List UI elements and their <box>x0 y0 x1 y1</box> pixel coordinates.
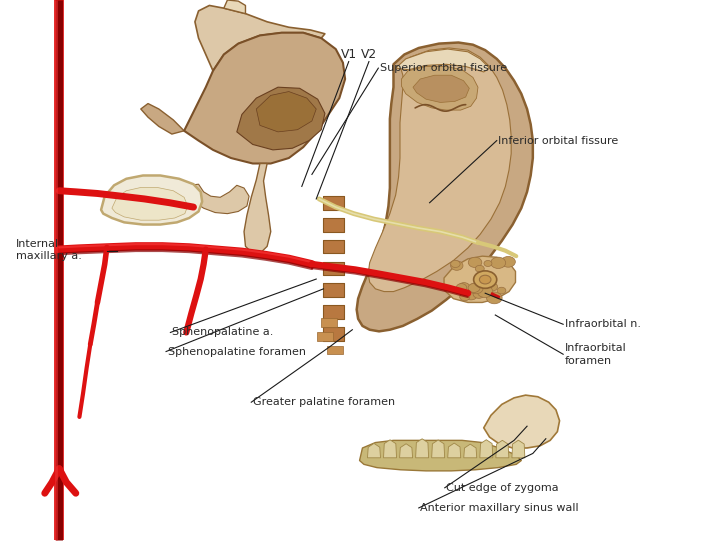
Circle shape <box>479 275 491 284</box>
Polygon shape <box>383 440 396 458</box>
Circle shape <box>451 261 463 270</box>
Polygon shape <box>184 184 249 214</box>
Polygon shape <box>357 43 533 331</box>
Circle shape <box>469 257 482 268</box>
Text: Sphenopalatine a.: Sphenopalatine a. <box>172 328 273 337</box>
Polygon shape <box>256 92 316 132</box>
Bar <box>323 327 344 341</box>
Circle shape <box>484 289 492 296</box>
Polygon shape <box>237 87 325 150</box>
Circle shape <box>474 271 497 288</box>
Circle shape <box>486 282 497 291</box>
Bar <box>317 332 333 341</box>
Polygon shape <box>244 164 271 253</box>
Text: Inferior orbital fissure: Inferior orbital fissure <box>498 136 619 146</box>
Circle shape <box>479 273 487 279</box>
Polygon shape <box>360 440 521 471</box>
Text: V2: V2 <box>361 48 377 61</box>
Polygon shape <box>224 0 245 14</box>
Text: maxillary a.: maxillary a. <box>16 251 82 261</box>
Bar <box>323 240 344 253</box>
Circle shape <box>497 287 506 294</box>
Polygon shape <box>112 187 188 220</box>
Circle shape <box>464 290 477 300</box>
Circle shape <box>451 261 460 268</box>
Circle shape <box>477 286 493 298</box>
Text: Infraorbital n.: Infraorbital n. <box>565 319 640 329</box>
Polygon shape <box>101 175 202 225</box>
Circle shape <box>456 283 466 292</box>
Polygon shape <box>413 75 469 102</box>
Text: Anterior maxillary sinus wall: Anterior maxillary sinus wall <box>420 503 579 513</box>
Polygon shape <box>444 256 516 302</box>
Text: foramen: foramen <box>565 356 612 366</box>
Polygon shape <box>512 440 525 458</box>
Polygon shape <box>464 444 477 458</box>
Circle shape <box>458 283 470 292</box>
Text: Superior orbital fissure: Superior orbital fissure <box>380 63 507 73</box>
Bar <box>323 196 344 210</box>
Circle shape <box>460 293 470 301</box>
Bar <box>323 305 344 319</box>
Text: Infraorbital: Infraorbital <box>565 343 627 353</box>
Polygon shape <box>401 66 478 110</box>
Polygon shape <box>432 440 445 458</box>
Polygon shape <box>480 440 493 458</box>
Text: Greater palatine foramen: Greater palatine foramen <box>253 397 395 407</box>
Polygon shape <box>396 49 490 72</box>
Polygon shape <box>368 48 511 292</box>
Circle shape <box>472 283 484 292</box>
Bar <box>323 262 344 275</box>
Circle shape <box>501 257 516 267</box>
Circle shape <box>468 283 480 293</box>
Text: Sphenopalatine foramen: Sphenopalatine foramen <box>168 347 305 356</box>
Circle shape <box>469 283 483 294</box>
Polygon shape <box>496 440 509 458</box>
Polygon shape <box>184 33 345 163</box>
Circle shape <box>487 292 502 304</box>
Polygon shape <box>399 444 412 458</box>
Polygon shape <box>141 104 184 134</box>
Bar <box>323 218 344 232</box>
Polygon shape <box>367 444 380 458</box>
Polygon shape <box>484 395 560 448</box>
Text: Cut edge of zygoma: Cut edge of zygoma <box>446 483 559 493</box>
Circle shape <box>484 289 492 295</box>
Text: Internal: Internal <box>16 239 59 249</box>
Bar <box>323 283 344 297</box>
Bar <box>321 318 337 327</box>
Polygon shape <box>416 439 429 458</box>
Polygon shape <box>448 443 461 458</box>
Text: V1: V1 <box>341 48 357 61</box>
Bar <box>327 346 343 354</box>
Circle shape <box>473 289 484 298</box>
Circle shape <box>484 261 492 267</box>
Circle shape <box>475 265 484 272</box>
Polygon shape <box>195 5 325 71</box>
Circle shape <box>491 257 505 269</box>
